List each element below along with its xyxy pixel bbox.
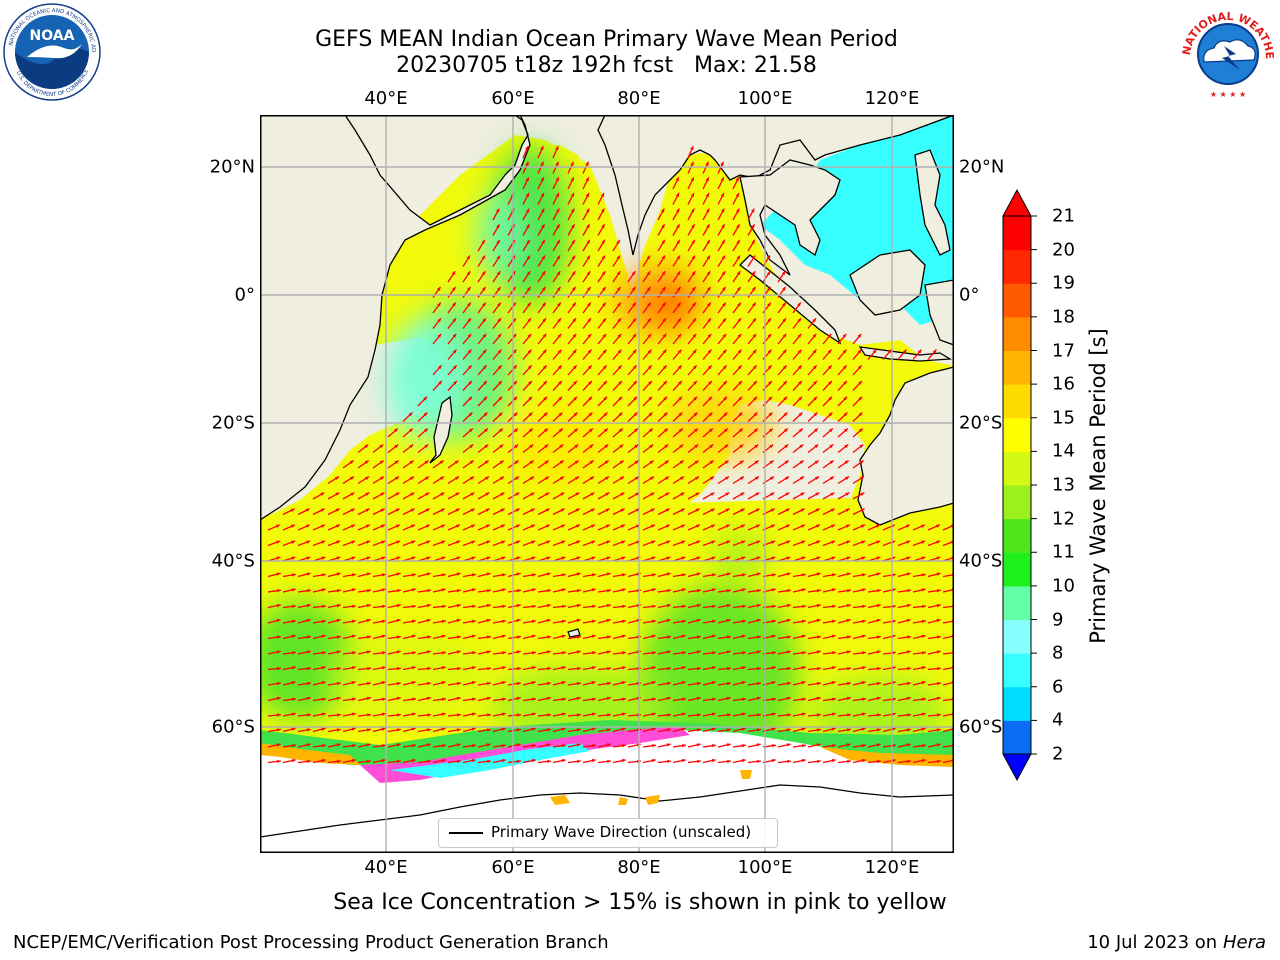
- colorbar-segment: [1003, 451, 1031, 486]
- colorbar-segment: [1003, 417, 1031, 452]
- colorbar-segment: [1003, 485, 1031, 520]
- lat-label-right: 40°S: [959, 550, 1003, 572]
- colorbar-tick-label: 18: [1052, 306, 1075, 328]
- wave-direction-arrows: [267, 145, 954, 764]
- colorbar-tick-label: 20: [1052, 239, 1075, 261]
- lat-label-left: 60°S: [211, 716, 255, 738]
- ocean-area: [260, 145, 954, 615]
- lat-label-left: 20°S: [211, 412, 255, 434]
- svg-text:NOAA: NOAA: [30, 28, 75, 44]
- lon-label-bottom: 60°E: [491, 857, 535, 878]
- colorbar-segment: [1003, 249, 1031, 284]
- colorbar-extend-max: [1002, 188, 1032, 217]
- lon-label-top: 120°E: [864, 88, 920, 109]
- legend-line-swatch: [449, 832, 483, 834]
- colorbar-tick-label: 14: [1052, 440, 1075, 462]
- colorbar-segment: [1003, 316, 1031, 351]
- sea-ice-band-orange-east: [820, 747, 954, 767]
- lon-label-bottom: 80°E: [617, 857, 661, 878]
- bay-of-bengal: [632, 155, 765, 300]
- colorbar-tick-label: 11: [1052, 541, 1075, 563]
- producer-credit: NCEP/EMC/Verification Post Processing Pr…: [13, 932, 609, 953]
- colorbar-tick-label: 10: [1052, 575, 1075, 597]
- lat-label-left: 40°S: [211, 550, 255, 572]
- wave-period-map: [260, 115, 954, 853]
- colorbar-segment: [1003, 384, 1031, 419]
- lon-label-bottom: 120°E: [864, 857, 920, 878]
- lon-label-top: 80°E: [617, 88, 661, 109]
- colorbar-extend-min: [1002, 753, 1032, 782]
- lat-label-right: 20°S: [959, 412, 1003, 434]
- lat-label-right: 60°S: [959, 716, 1003, 738]
- colorbar-tick-label: 9: [1052, 609, 1064, 630]
- colorbar-tick-label: 19: [1052, 272, 1075, 294]
- colorbar-segment: [1003, 686, 1031, 721]
- legend-label: Primary Wave Direction (unscaled): [491, 823, 752, 841]
- graticule: [260, 115, 954, 853]
- colorbar-label: Primary Wave Mean Period [s]: [1086, 328, 1110, 644]
- lon-label-bottom: 40°E: [364, 857, 408, 878]
- antarctic-land: [260, 730, 954, 853]
- java: [858, 346, 953, 362]
- colorbar-segment: [1003, 585, 1031, 620]
- colorbar: [1002, 188, 1037, 782]
- colorbar-segment: [1003, 720, 1031, 755]
- lat-label-right: 0°: [959, 284, 980, 306]
- lon-label-top: 100°E: [737, 88, 793, 109]
- run-date-text: 10 Jul 2023 on: [1087, 932, 1218, 953]
- australia: [857, 366, 954, 526]
- lat-label-right: 20°N: [959, 156, 1005, 178]
- sea-ice-band-orange: [260, 743, 360, 765]
- antarctic-coast: [260, 784, 954, 838]
- chart-subtitle: 20230705 t18z 192h fcst Max: 21.58: [396, 53, 817, 78]
- colorbar-tick-label: 6: [1052, 676, 1064, 698]
- colorbar-tick-label: 17: [1052, 340, 1075, 361]
- colorbar-tick-label: 21: [1052, 205, 1075, 227]
- india: [515, 115, 954, 256]
- colorbar-tick-label: 13: [1052, 474, 1075, 496]
- run-host: Hera: [1222, 932, 1266, 953]
- colorbar-segment: [1003, 619, 1031, 654]
- colorbar-segment: [1003, 653, 1031, 688]
- lon-label-top: 60°E: [491, 88, 535, 109]
- lat-label-left: 20°N: [209, 156, 255, 178]
- noaa-logo: NOAA NATIONAL OCEANIC AND ATMOSPHERIC AD…: [2, 2, 101, 101]
- colorbar-tick-label: 4: [1052, 709, 1064, 731]
- lat-label-left: 0°: [234, 284, 255, 306]
- colorbar-tick-label: 15: [1052, 407, 1075, 429]
- colorbar-segment: [1003, 350, 1031, 385]
- colorbar-segment: [1003, 216, 1031, 251]
- run-date: 10 Jul 2023 on Hera: [1087, 932, 1266, 953]
- svg-text:★ ★ ★ ★: ★ ★ ★ ★: [1210, 90, 1246, 99]
- colorbar-tick-label: 2: [1052, 743, 1064, 765]
- kerguelen: [567, 628, 581, 638]
- philippines: [914, 149, 951, 256]
- nws-logo: NATIONAL WEATHER SERVICE ★ ★ ★ ★: [1178, 2, 1276, 100]
- ice-shelf-bits: [550, 770, 752, 805]
- madagascar: [429, 395, 453, 464]
- colorbar-tick-label: 16: [1052, 373, 1075, 395]
- sulawesi-east: [924, 279, 954, 346]
- lon-label-top: 40°E: [364, 88, 408, 109]
- sea-ice-note: Sea Ice Concentration > 15% is shown in …: [333, 890, 947, 915]
- chart-title: GEFS MEAN Indian Ocean Primary Wave Mean…: [315, 27, 898, 52]
- africa-coast: [260, 115, 531, 521]
- colorbar-tick-label: 8: [1052, 642, 1064, 664]
- lon-label-bottom: 100°E: [737, 857, 793, 878]
- colorbar-segment: [1003, 552, 1031, 587]
- map-legend: Primary Wave Direction (unscaled): [438, 818, 778, 848]
- colorbar-segment: [1003, 283, 1031, 318]
- colorbar-tick-label: 12: [1052, 508, 1075, 530]
- colorbar-segment: [1003, 518, 1031, 553]
